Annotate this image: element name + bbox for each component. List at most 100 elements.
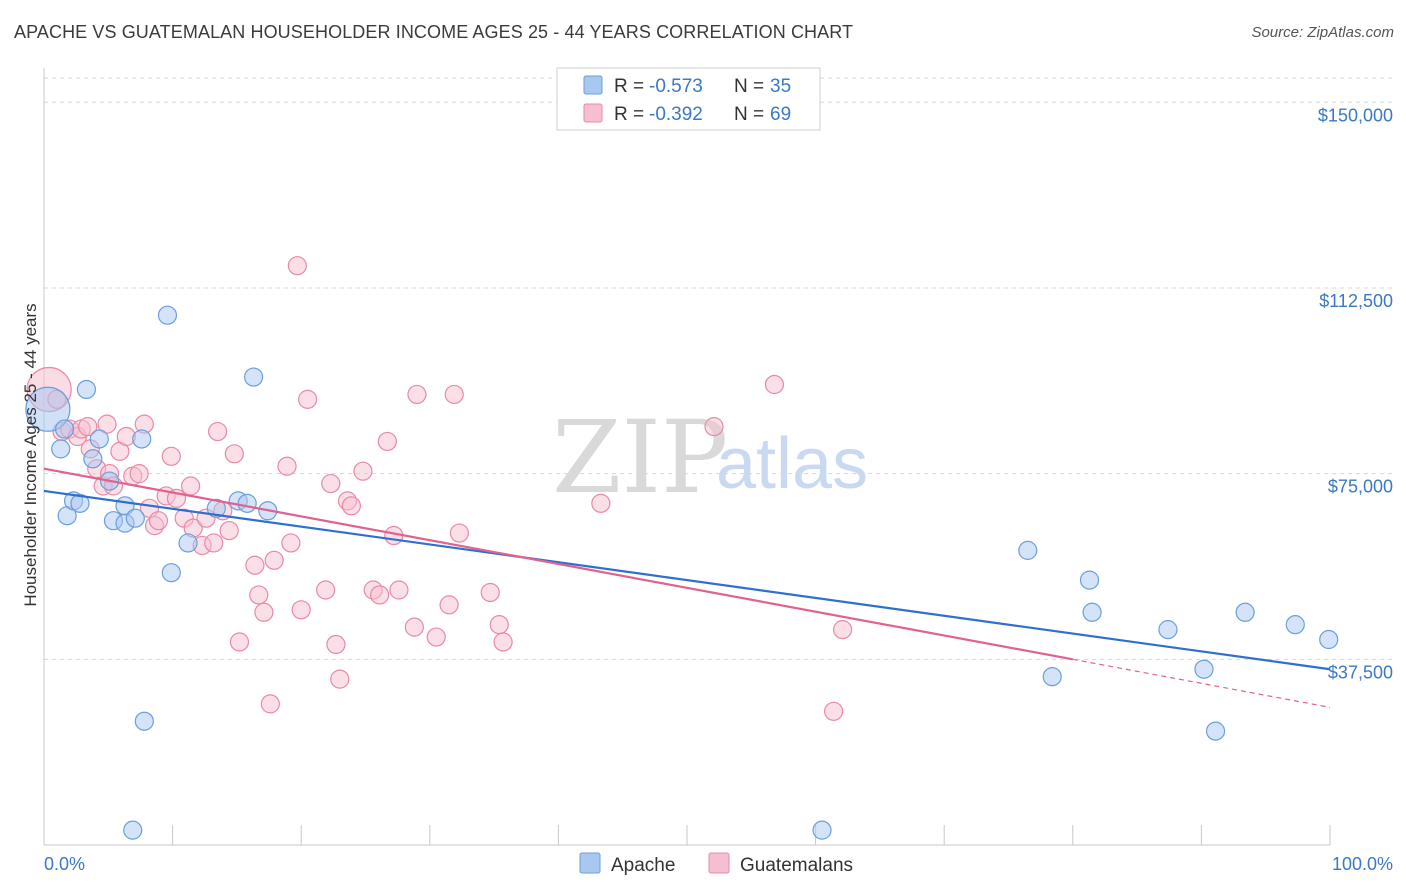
bottom-legend-swatch-apache (579, 852, 601, 874)
guatemalan-point-37 (254, 602, 274, 622)
legend-n-label-apache: N = (734, 76, 764, 97)
x-tick-label-end: 100.0% (1332, 854, 1393, 874)
trend-line-guatemalan-extension (1072, 658, 1331, 708)
apache-point-6 (70, 493, 90, 513)
legend-n-value-apache: 35 (770, 76, 791, 97)
guatemalan-point-42 (287, 256, 307, 276)
apache-point-13 (132, 429, 152, 449)
apache-point-8 (89, 429, 109, 449)
y-tick-labels: $37,500 $75,000 $112,500 $150,000 (1318, 105, 1393, 682)
guatemalan-point-40 (277, 456, 297, 476)
apache-point-26 (1042, 667, 1062, 687)
guatemalan-point-41 (281, 533, 301, 553)
apache-point-24 (123, 820, 143, 840)
y-axis-label: Householder Income Ages 25 - 44 years (21, 303, 40, 606)
guatemalan-point-33 (224, 444, 244, 464)
legend: R = -0.573 N = 35 R = -0.392 N = 69 (556, 67, 821, 131)
source-label: Source: ZipAtlas.com (1251, 24, 1394, 41)
apache-point-23 (134, 711, 154, 731)
guatemalan-point-50 (341, 496, 361, 516)
guatemalan-point-60 (439, 595, 459, 615)
legend-n-value-guatemalan: 69 (770, 104, 791, 125)
guatemalan-point-45 (316, 580, 336, 600)
guatemalan-point-48 (330, 669, 350, 689)
axes (43, 68, 1331, 846)
apache-point-14 (125, 508, 145, 528)
x-tick-label-start: 0.0% (44, 854, 85, 874)
bottom-legend-label-guatemalan: Guatemalans (740, 855, 853, 876)
apache-point-28 (1082, 602, 1102, 622)
y-tick-label-0: $37,500 (1328, 662, 1393, 682)
watermark: ZIP atlas (552, 399, 868, 516)
trend-lines (43, 467, 1331, 708)
guatemalan-point-66 (591, 493, 611, 513)
apache-point-31 (1205, 721, 1226, 741)
apache-point-17 (178, 533, 198, 553)
apache-point-15 (157, 305, 178, 325)
apache-point-32 (1235, 602, 1255, 622)
guatemalan-point-59 (426, 627, 446, 647)
apache-point-34 (1319, 629, 1339, 650)
watermark-zip: ZIP (552, 399, 728, 516)
guatemalan-point-57 (404, 617, 424, 637)
apache-point-0 (25, 386, 71, 432)
guatemalan-point-69 (824, 701, 844, 721)
legend-swatch-apache (583, 75, 603, 95)
apache-points (25, 305, 1339, 840)
guatemalan-point-22 (161, 446, 181, 466)
apache-point-27 (1079, 570, 1100, 590)
apache-point-2 (54, 419, 75, 439)
apache-point-35 (812, 820, 832, 840)
guatemalan-point-63 (480, 582, 500, 603)
watermark-atlas: atlas (716, 424, 868, 504)
chart-title: APACHE VS GUATEMALAN HOUSEHOLDER INCOME … (14, 22, 854, 42)
guatemalan-point-68 (764, 374, 785, 395)
guatemalan-point-36 (249, 585, 269, 605)
guatemalan-point-35 (245, 555, 265, 575)
guatemalan-point-32 (219, 520, 239, 541)
bottom-legend: Apache Guatemalans (579, 852, 853, 876)
legend-r-label-guatemalan: R = (614, 104, 644, 125)
guatemalan-point-10 (97, 414, 117, 434)
guatemalan-point-44 (298, 389, 318, 409)
guatemalan-point-20 (148, 511, 169, 531)
guatemalan-point-64 (489, 615, 509, 635)
grid (44, 77, 1394, 660)
apache-point-16 (161, 563, 181, 583)
guatemalan-point-54 (377, 431, 397, 452)
apache-point-25 (1018, 540, 1038, 560)
guatemalan-point-25 (181, 476, 201, 496)
legend-r-value-apache: -0.573 (649, 76, 703, 97)
guatemalan-point-47 (326, 634, 346, 655)
apache-point-29 (1158, 620, 1178, 640)
y-tick-label-3: $150,000 (1318, 105, 1393, 125)
guatemalan-point-46 (321, 473, 341, 494)
y-tick-label-1: $75,000 (1328, 477, 1393, 497)
guatemalan-point-6 (78, 417, 98, 437)
guatemalan-point-43 (291, 600, 311, 620)
legend-r-label-apache: R = (614, 76, 644, 97)
guatemalan-point-58 (407, 384, 427, 405)
x-tick-labels: 0.0% 100.0% (44, 854, 1393, 874)
y-tick-label-2: $112,500 (1319, 291, 1393, 311)
guatemalan-point-61 (444, 384, 464, 405)
guatemalan-point-67 (704, 417, 724, 437)
legend-n-label-guatemalan: N = (734, 104, 764, 125)
guatemalan-point-70 (833, 620, 853, 640)
apache-point-21 (237, 493, 257, 513)
guatemalan-point-51 (353, 461, 373, 481)
guatemalan-point-39 (264, 550, 284, 570)
apache-point-30 (1194, 659, 1214, 679)
bottom-legend-swatch-guatemalan (708, 852, 730, 874)
guatemalan-point-30 (208, 421, 228, 442)
apache-point-33 (1285, 615, 1305, 635)
legend-swatch-guatemalan (583, 103, 603, 123)
apache-point-7 (83, 449, 103, 469)
guatemalan-point-62 (449, 523, 469, 543)
bottom-legend-label-apache: Apache (611, 855, 675, 876)
trend-line-apache (43, 489, 1331, 671)
guatemalan-point-16 (129, 464, 149, 484)
apache-point-3 (76, 379, 97, 400)
legend-r-value-guatemalan: -0.392 (649, 104, 703, 125)
